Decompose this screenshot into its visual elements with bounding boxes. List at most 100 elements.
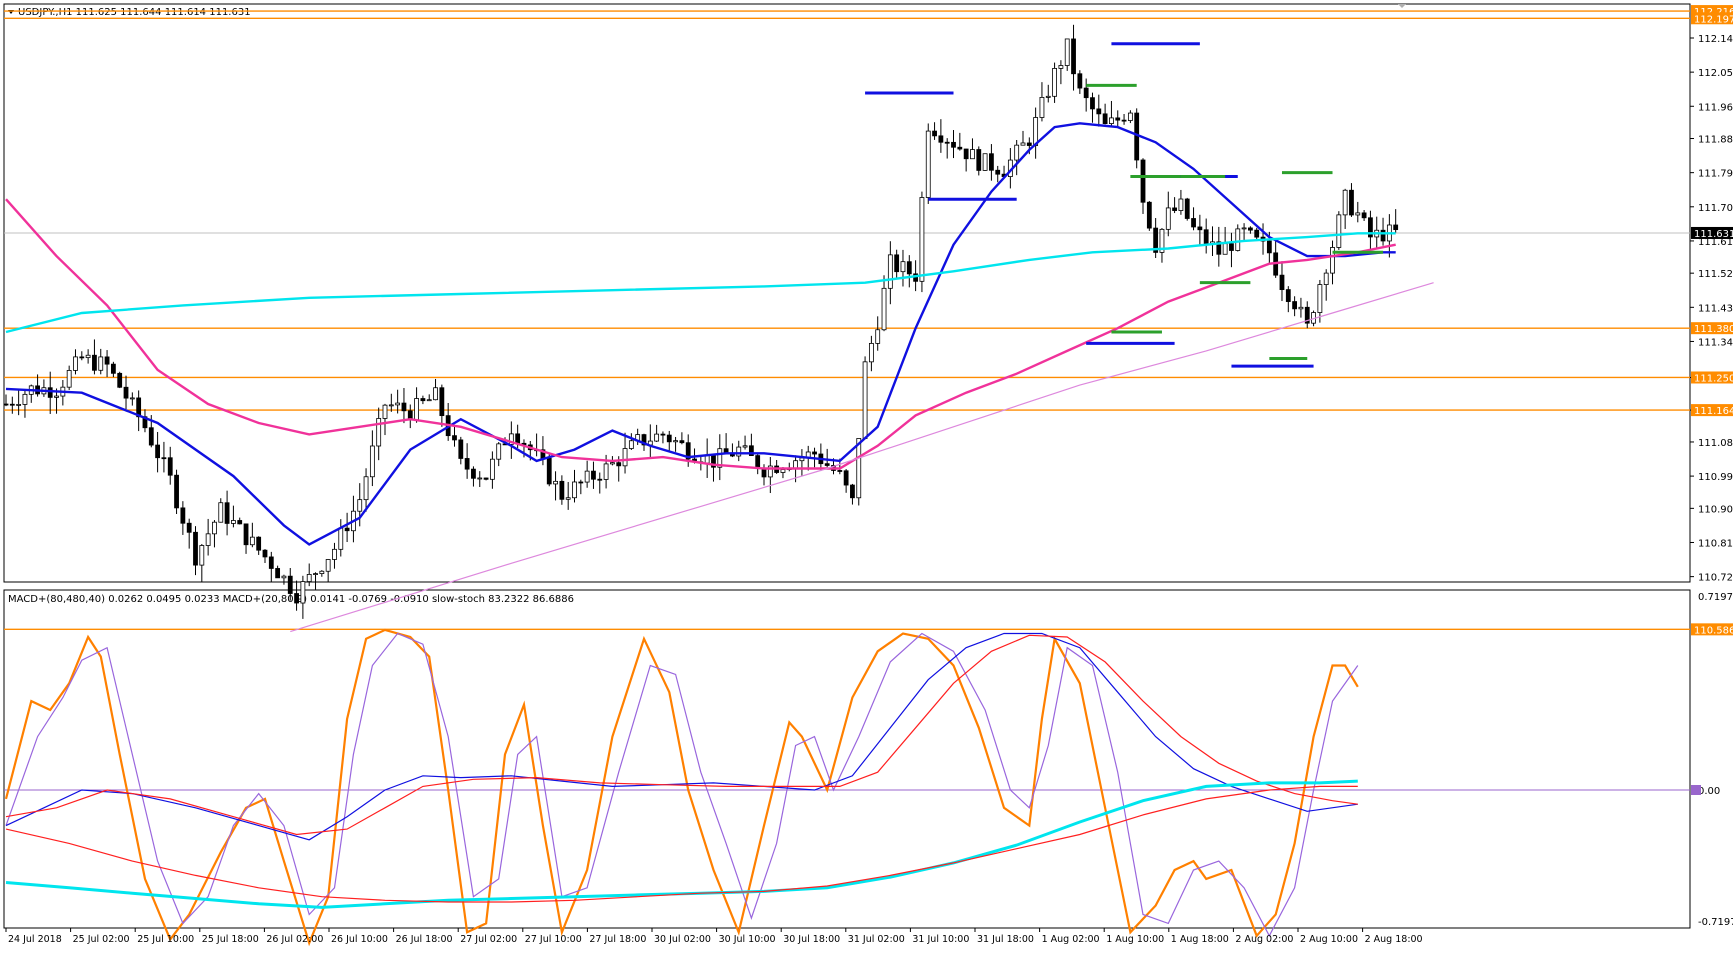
candle-bear [1203,229,1209,245]
candle-bear [186,522,192,533]
candle-bear [1191,218,1196,228]
candle-bull [98,356,104,371]
candle-bull [1159,228,1165,253]
x-tick-label: 26 Jul 02:00 [266,934,323,945]
candle-bull [1323,272,1329,285]
candle-bull [363,476,369,501]
candle-bull [780,469,786,473]
indicator-stoch-main[interactable] [4,628,1359,947]
candle-bear [174,474,179,509]
x-tick-label: 2 Aug 18:00 [1365,934,1423,945]
candle-bear [1247,227,1253,231]
candle-bull [489,458,495,480]
candle-bear [167,457,173,476]
candle-bear [976,149,982,171]
candle-bear [344,527,350,532]
y-tick-label: 111.790 [1698,169,1733,180]
indicator-header: MACD+(80,480,40) 0.0262 0.0495 0.0233 MA… [8,594,574,605]
candle-bear [761,468,767,478]
candle-bear [679,440,685,444]
indicator-macd-slow-signal[interactable] [5,785,1358,903]
level-price-tag [1691,404,1733,417]
candle-bear [944,141,950,144]
candle-bear [1197,226,1203,231]
candle-bear [1140,159,1146,203]
candle-bull [862,361,868,439]
candle-bear [1153,227,1159,253]
y-tick-label: 110.725 [1698,573,1733,584]
indicator-pane-frame [3,589,1691,929]
current-price-tag [1691,226,1733,239]
overlay-magenta-ma[interactable] [5,198,1396,470]
candle-bear [748,445,754,456]
candle-bear [256,536,262,551]
candle-bull [1165,207,1171,230]
candle-bear [123,386,129,399]
candle-bear [755,455,761,470]
candle-bear [1184,198,1190,219]
candle-bear [1368,217,1373,238]
shift-marker-icon[interactable] [1398,4,1406,8]
candle-bear [458,439,464,459]
y-tick-label: 111.610 [1698,237,1733,248]
indicator-macd-fast-blue[interactable] [5,632,1358,841]
candle-bear [1266,240,1272,254]
x-tick-label: 1 Aug 02:00 [1042,934,1100,945]
candle-bear [1292,301,1298,310]
candle-bear [110,363,116,374]
candle-bull [628,440,634,449]
x-tick-label: 31 Jul 10:00 [912,934,969,945]
candle-bear [420,398,426,402]
candle-bull [249,536,255,546]
candle-bull [584,470,590,483]
overlay-trendline[interactable] [290,282,1434,633]
candle-bear [243,523,249,546]
zero-tag [1691,785,1701,795]
candle-bull [1222,243,1228,255]
candle-bull [887,254,893,289]
candle-bear [262,549,268,558]
candle-bear [155,444,161,459]
candle-bull [376,418,382,447]
x-tick-label: 2 Aug 02:00 [1235,934,1293,945]
candle-bear [843,470,849,486]
candle-bull [1064,38,1070,66]
candle-bear [148,427,154,446]
candle-bull [496,443,502,460]
candle-bull [66,370,72,388]
indicator-macd-fast-signal[interactable] [5,634,1358,836]
candle-bull [414,398,419,421]
candle-bear [401,402,407,412]
candle-bull [281,575,287,579]
x-tick-label: 25 Jul 02:00 [73,934,130,945]
candle-bull [306,574,312,582]
level-price-label: 110.586 [1694,625,1733,636]
candle-bear [995,169,1001,175]
candle-bear [1071,38,1076,75]
candle-bear [932,130,937,137]
overlay-cyan-ma[interactable] [5,232,1396,334]
candle-bull [925,130,931,198]
candle-bear [616,462,622,467]
candle-bull [212,521,217,535]
candle-bear [1115,117,1121,121]
x-tick-label: 30 Jul 10:00 [719,934,776,945]
candle-bear [894,254,900,273]
candle-bull [767,465,773,478]
candle-bear [660,433,666,436]
candle-bull [313,573,318,575]
candle-bull [369,445,375,478]
candle-bull [433,387,438,401]
candle-bull [1014,144,1020,161]
candle-bear [951,141,956,148]
candle-bull [1020,142,1026,146]
y-tick-label: 111.525 [1698,269,1733,280]
x-tick-label: 30 Jul 02:00 [654,934,711,945]
candle-bull [1342,189,1348,216]
overlay-blue-ma[interactable] [5,122,1396,546]
level-price-tag [1691,12,1733,25]
candle-bull [1317,284,1323,313]
candle-bull [919,197,925,282]
